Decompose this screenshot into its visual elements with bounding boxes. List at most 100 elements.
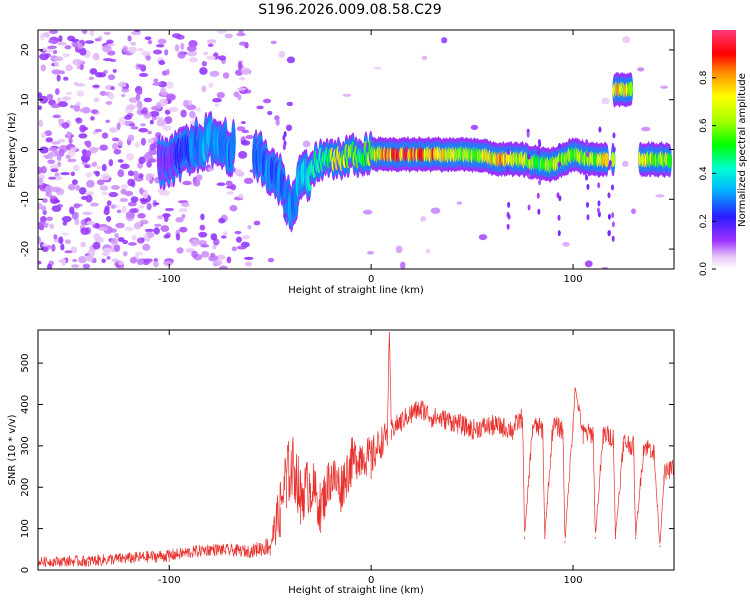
spectrogram-noise-point (71, 179, 78, 186)
spectrogram-noise-point (176, 247, 184, 254)
spectrogram-noise-point (47, 152, 54, 159)
spectrogram-streak-point (505, 166, 509, 173)
spectrogram-streak-point (538, 179, 542, 186)
spectrogram-noise-point (631, 208, 637, 215)
spectrogram-noise-point (44, 130, 53, 137)
spectrogram-y-tick-label: 10 (20, 93, 31, 106)
spectrogram-noise-point (86, 254, 94, 262)
spectrogram-noise-point (470, 124, 479, 130)
spectrogram-noise-point (222, 72, 230, 79)
spectrogram-noise-point (52, 186, 61, 193)
spectrogram-noise-point (139, 187, 144, 195)
spectrogram-noise-point (143, 234, 149, 242)
spectrogram-noise-point (110, 238, 118, 245)
spectrogram-noise-point (136, 258, 145, 266)
spectrogram-noise-point (182, 180, 192, 186)
spectrogram-streak-point (507, 201, 511, 208)
spectrogram-noise-point (38, 260, 42, 265)
spectrogram-streak-point (586, 183, 590, 190)
spectrogram-noise-point (101, 258, 106, 264)
snr-x-tick-label: 0 (368, 575, 374, 586)
spectrogram-noise-point (210, 252, 216, 259)
spectrogram-noise-point (216, 91, 225, 99)
spectrogram-noise-point (107, 74, 116, 81)
spectrogram-noise-point (130, 196, 139, 203)
spectrogram-streak-point (586, 151, 590, 158)
spectrogram-noise-point (275, 118, 280, 126)
spectrogram-noise-point (120, 163, 130, 170)
spectrogram-noise-point (79, 63, 84, 71)
spectrogram-streak-point (506, 223, 510, 230)
spectrogram-noise-point (244, 261, 253, 267)
spectrogram-noise-point (159, 98, 168, 107)
spectrogram-noise-point (226, 191, 234, 195)
spectrogram-noise-point (136, 101, 143, 110)
spectrogram-noise-point (120, 184, 129, 190)
spectrogram-noise-point (199, 67, 208, 75)
spectrogram-noise-point (49, 164, 60, 169)
spectrogram-noise-point (73, 203, 80, 209)
spectrogram-noise-point (147, 130, 152, 135)
spectrogram-y-tick-label: 0 (20, 146, 31, 152)
spectrogram-streak-point (585, 139, 589, 146)
spectrogram-streak-point (607, 213, 611, 220)
spectrogram-streak-point (526, 131, 530, 138)
spectrogram-streak-point (598, 126, 602, 133)
spectrogram-noise-point (395, 245, 403, 254)
spectrogram-noise-point (181, 202, 190, 208)
spectrogram-noise-point (52, 114, 61, 119)
spectrogram-noise-point (124, 190, 134, 197)
spectrogram-noise-point (224, 33, 233, 39)
spectrogram-noise-point (57, 41, 67, 46)
spectrogram-noise-point (39, 53, 49, 61)
spectrogram-noise-point (253, 220, 261, 226)
spectrogram-noise-point (247, 225, 252, 230)
spectrogram-noise-point (70, 171, 75, 177)
spectrogram-noise-point (85, 172, 93, 178)
spectrogram-noise-point (584, 260, 593, 268)
snr-x-label: Height of straight line (km) (288, 585, 424, 596)
spectrogram-noise-point (94, 128, 103, 133)
spectrogram-noise-point (42, 47, 47, 52)
spectrogram-noise-point (58, 236, 64, 244)
spectrogram-noise-point (131, 234, 137, 241)
spectrogram-noise-point (95, 170, 100, 177)
spectrogram-noise-point (286, 56, 296, 64)
spectrogram-noise-point (134, 251, 144, 256)
spectrogram-noise-point (216, 30, 227, 34)
spectrogram-noise-point (59, 148, 65, 157)
spectrogram-noise-point (243, 177, 254, 185)
spectrogram-noise-point (78, 255, 87, 264)
spectrogram-ridge-point (610, 152, 616, 168)
spectrogram-noise-point (127, 178, 135, 187)
spectrogram-noise-point (50, 103, 61, 109)
spectrogram-noise-point (51, 69, 62, 75)
spectrogram-noise-point (245, 134, 254, 140)
spectrogram-noise-point (44, 185, 55, 194)
spectrogram-noise-point (58, 35, 63, 43)
spectrogram-noise-point (134, 141, 141, 148)
spectrogram-noise-point (145, 173, 153, 182)
spectrogram-noise-point (57, 118, 65, 123)
spectrogram-streak-point (597, 200, 601, 207)
spectrogram-noise-point (70, 104, 75, 109)
spectrogram-streak-point (557, 230, 561, 237)
spectrogram-streak-point (537, 138, 541, 145)
spectrogram-noise-point (191, 250, 198, 258)
spectrogram-noise-point (61, 216, 72, 223)
spectrogram-noise-point (40, 215, 47, 223)
spectrogram-noise-point (138, 205, 145, 209)
spectrogram-noise-point (220, 235, 227, 239)
spectrogram-noise-point (49, 195, 57, 199)
spectrogram-noise-point (93, 233, 101, 241)
spectrogram-noise-point (130, 126, 139, 130)
spectrogram-noise-point (153, 223, 162, 227)
spectrogram-noise-point (183, 99, 190, 108)
spectrogram-noise-point (140, 199, 148, 205)
spectrogram-noise-point (285, 124, 293, 132)
spectrogram-y-label: Frequency (Hz) (7, 112, 18, 188)
spectrogram-noise-point (80, 241, 87, 248)
spectrogram-noise-point (201, 85, 207, 93)
spectrogram-y-tick-label: -10 (20, 191, 31, 207)
spectrogram-noise-point (267, 257, 275, 263)
